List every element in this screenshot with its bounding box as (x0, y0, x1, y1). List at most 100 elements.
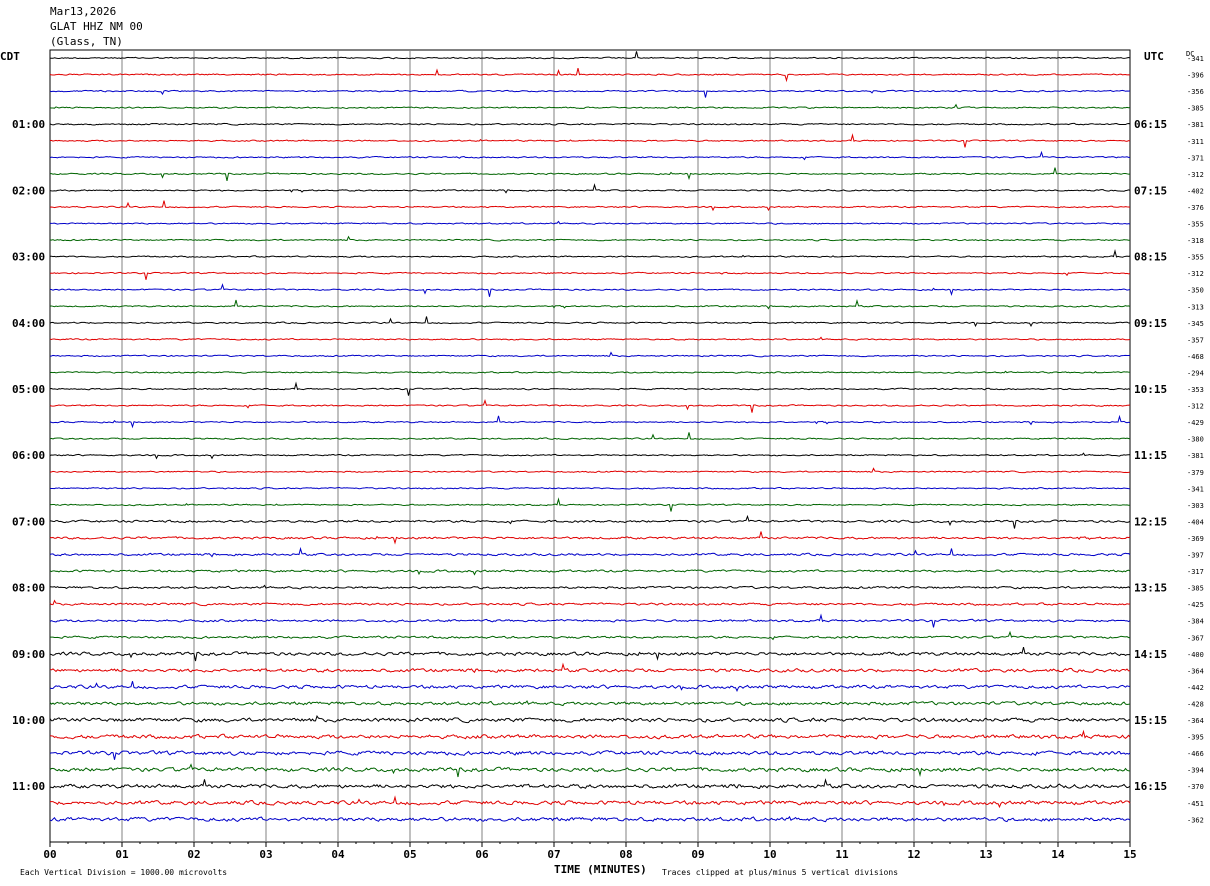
left-hour-label: 03:00 (12, 251, 45, 264)
left-hour-label: 11:00 (12, 780, 45, 793)
left-hour-label: 08:00 (12, 582, 45, 595)
trace-31 (49, 546, 1131, 558)
trace-28 (49, 497, 1131, 512)
dc-offset-label: -318 (1187, 237, 1204, 245)
trace-24 (49, 432, 1131, 440)
trace-46 (49, 795, 1131, 809)
trace-45 (49, 778, 1131, 789)
header-station: GLAT HHZ NM 00 (50, 20, 143, 33)
dc-offset-label: -355 (1187, 221, 1204, 229)
dc-offset-label: -397 (1187, 552, 1204, 560)
trace-20 (49, 370, 1131, 374)
dc-offset-label: -341 (1187, 485, 1204, 493)
dc-offset-label: -395 (1187, 734, 1204, 742)
dc-offset-label: -367 (1187, 634, 1204, 642)
trace-16 (49, 298, 1131, 310)
right-hour-label: 10:15 (1134, 383, 1167, 396)
trace-13 (49, 248, 1131, 258)
dc-offset-label: -317 (1187, 568, 1204, 576)
footer-left-note: Each Vertical Division = 1000.00 microvo… (20, 868, 228, 877)
x-tick-label-00: 00 (43, 848, 56, 861)
dc-offset-label: -380 (1187, 436, 1204, 444)
dc-offset-label: -384 (1187, 618, 1204, 626)
left-hour-label: 02:00 (12, 184, 45, 197)
dc-offset-label: -357 (1187, 336, 1204, 344)
dc-offset-label: -400 (1187, 651, 1204, 659)
trace-2 (49, 68, 1131, 83)
dc-label: DC (1186, 50, 1194, 58)
footer-right-note: Traces clipped at plus/minus 5 vertical … (662, 868, 899, 877)
dc-offset-label: -442 (1187, 684, 1204, 692)
x-tick-label-03: 03 (259, 848, 272, 861)
trace-35 (49, 613, 1131, 628)
trace-42 (49, 729, 1131, 740)
trace-5 (49, 122, 1131, 126)
trace-33 (49, 584, 1131, 590)
trace-11 (49, 220, 1131, 225)
right-hour-label: 12:15 (1134, 515, 1167, 528)
dc-offset-label: -404 (1187, 518, 1204, 526)
x-tick-label-12: 12 (907, 848, 920, 861)
trace-29 (49, 514, 1131, 529)
trace-4 (49, 103, 1131, 110)
left-hour-label: 01:00 (12, 118, 45, 131)
dc-offset-label: -429 (1187, 419, 1204, 427)
right-axis-label: UTC (1144, 50, 1164, 63)
trace-6 (49, 133, 1131, 148)
trace-34 (49, 599, 1131, 607)
trace-44 (49, 763, 1131, 778)
left-hour-label: 09:00 (12, 648, 45, 661)
right-hour-label: 11:15 (1134, 449, 1167, 462)
trace-7 (49, 150, 1131, 161)
x-axis-title: TIME (MINUTES) (554, 863, 647, 876)
x-tick-label-14: 14 (1051, 848, 1065, 861)
right-hour-label: 06:15 (1134, 118, 1167, 131)
dc-offset-label: -355 (1187, 254, 1204, 262)
x-tick-label-06: 06 (475, 848, 489, 861)
x-tick-label-04: 04 (331, 848, 345, 861)
x-tick-label-13: 13 (979, 848, 992, 861)
dc-offset-label: -313 (1187, 303, 1204, 311)
dc-offset-label: -385 (1187, 105, 1204, 113)
x-tick-label-08: 08 (619, 848, 632, 861)
dc-offset-label: -385 (1187, 585, 1204, 593)
dc-offset-label: -379 (1187, 469, 1204, 477)
left-hour-label: 04:00 (12, 317, 45, 330)
trace-43 (49, 750, 1131, 760)
dc-offset-label: -376 (1187, 204, 1204, 212)
dc-offset-label: -402 (1187, 187, 1204, 195)
right-hour-label: 14:15 (1134, 648, 1167, 661)
dc-offset-label: -364 (1187, 667, 1204, 675)
trace-22 (49, 398, 1131, 413)
trace-32 (49, 569, 1131, 576)
x-tick-label-02: 02 (187, 848, 200, 861)
grid-lines (49, 49, 1131, 847)
dc-offset-label: -311 (1187, 138, 1204, 146)
dc-offset-label: -381 (1187, 121, 1204, 129)
trace-41 (49, 714, 1131, 724)
trace-37 (49, 646, 1130, 662)
trace-47 (49, 815, 1131, 823)
trace-19 (49, 351, 1131, 358)
dc-offset-label: -428 (1187, 700, 1204, 708)
right-hour-label: 07:15 (1134, 184, 1167, 197)
header-date: Mar13,2026 (50, 5, 117, 18)
plot-frame (49, 49, 1131, 843)
dc-offset-label: -370 (1187, 783, 1204, 791)
dc-offset-label: -381 (1187, 452, 1204, 460)
trace-9 (49, 183, 1131, 194)
dc-offset-label: -364 (1187, 717, 1204, 725)
trace-23 (49, 414, 1131, 429)
trace-25 (49, 452, 1131, 460)
dc-offset-label: -303 (1187, 502, 1204, 510)
left-axis-label: CDT (0, 50, 20, 63)
dc-offset-label: -350 (1187, 287, 1204, 295)
x-tick-label-07: 07 (547, 848, 560, 861)
trace-27 (49, 486, 1131, 490)
trace-1 (49, 51, 1131, 60)
header-location: (Glass, TN) (50, 35, 123, 48)
trace-30 (49, 531, 1131, 545)
left-hour-label: 05:00 (12, 383, 45, 396)
dc-offset-label: -394 (1187, 767, 1204, 775)
